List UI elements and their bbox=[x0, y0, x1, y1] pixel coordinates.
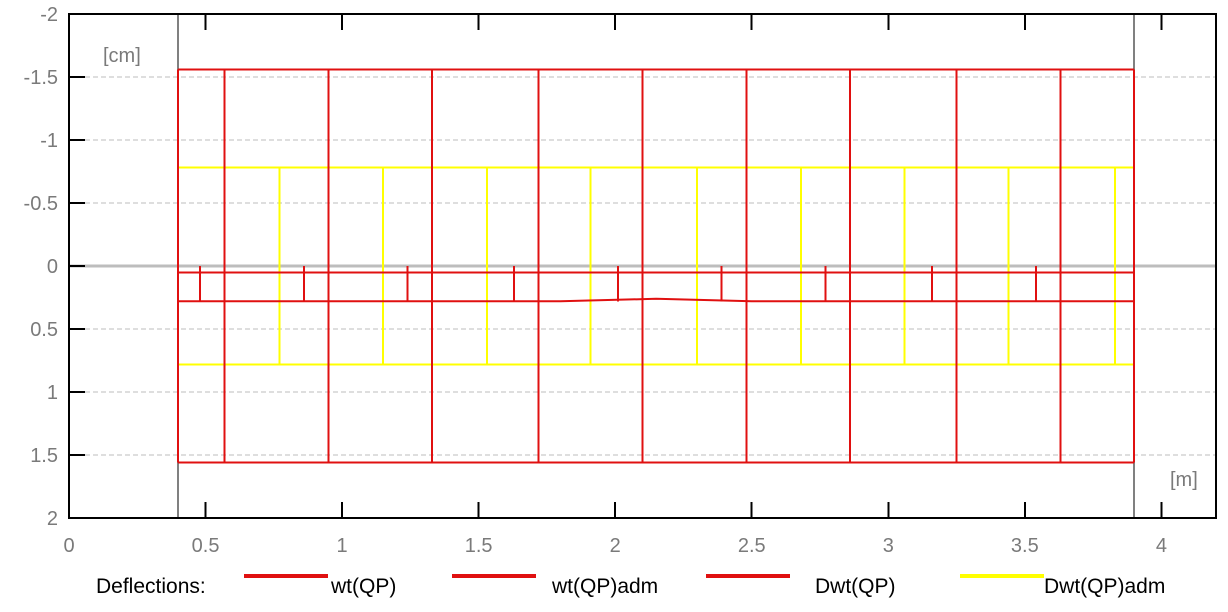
y-tick-label: -0.5 bbox=[24, 193, 58, 215]
x-axis-unit-label: [m] bbox=[1170, 469, 1198, 491]
legend: Deflections: wt(QP) wt(QP)adm Dwt(QP) Dwt(Q… bbox=[96, 574, 1165, 598]
legend-label: Dwt(QP) bbox=[815, 575, 896, 598]
x-tick-label: 2 bbox=[610, 535, 621, 557]
x-tick-label: 1.5 bbox=[465, 535, 493, 557]
legend-title: Deflections: bbox=[96, 575, 206, 598]
y-tick-label: 0 bbox=[47, 256, 58, 278]
x-tick-label: 2.5 bbox=[738, 535, 766, 557]
legend-label: Dwt(QP)adm bbox=[1044, 575, 1165, 598]
y-tick-label: 2 bbox=[47, 508, 58, 530]
y-tick-label: -1.5 bbox=[24, 67, 58, 89]
x-tick-label: 3 bbox=[883, 535, 894, 557]
x-tick-label: 1 bbox=[337, 535, 348, 557]
axes: 0 0.5 1 1.5 2 2.5 3 3.5 4 -2 -1.5 -1 -0.5 0 0.5 1 1.5 2 bbox=[24, 4, 1217, 557]
x-tick-label: 4 bbox=[1156, 535, 1167, 557]
y-tick-label: 0.5 bbox=[30, 319, 58, 341]
y-tick-label: -2 bbox=[40, 4, 58, 26]
wt-qp-curve bbox=[178, 297, 1135, 303]
series-group bbox=[177, 68, 1136, 464]
y-tick-label: 1.5 bbox=[30, 445, 58, 467]
x-tick-label: 0.5 bbox=[192, 535, 220, 557]
y-axis-unit-label: [cm] bbox=[103, 45, 141, 67]
y-tick-label: 1 bbox=[47, 382, 58, 404]
y-tick-label: -1 bbox=[40, 130, 58, 152]
x-tick-label: 0 bbox=[63, 535, 74, 557]
legend-label: wt(QP) bbox=[330, 575, 396, 598]
x-tick-label: 3.5 bbox=[1011, 535, 1039, 557]
legend-label: wt(QP)adm bbox=[551, 575, 658, 598]
